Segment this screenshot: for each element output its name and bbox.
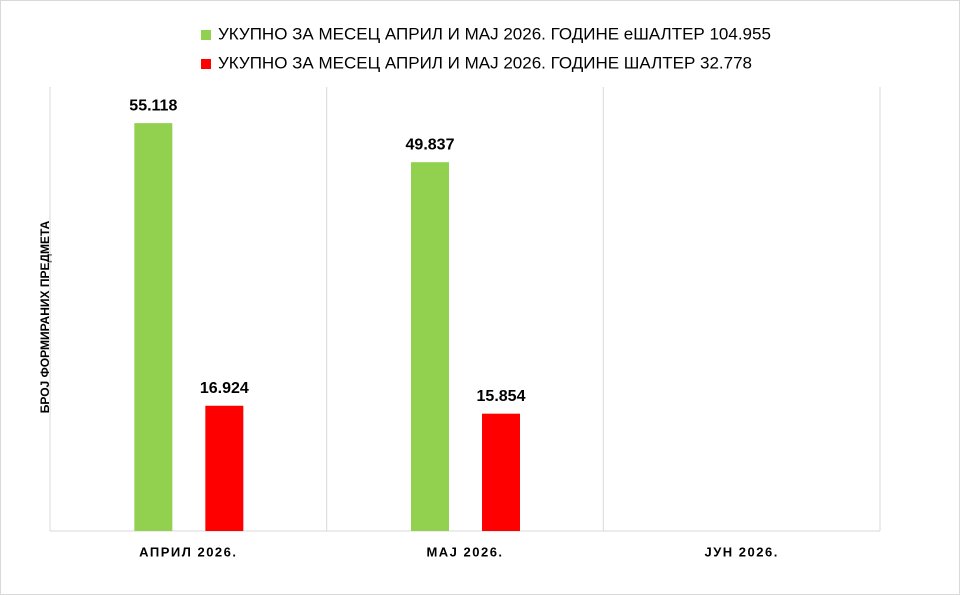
data-label: 16.924 xyxy=(200,380,249,397)
bar xyxy=(134,123,173,531)
data-label: 15.854 xyxy=(477,388,526,405)
legend-swatch xyxy=(201,30,211,40)
bar xyxy=(411,162,449,531)
y-axis-title: БРОЈ ФОРМИРАНИХ ПРЕДМЕТА xyxy=(38,220,52,413)
bar xyxy=(482,413,520,531)
x-tick-label: МАЈ 2026. xyxy=(426,544,503,559)
data-label: 49.837 xyxy=(406,136,455,153)
x-tick-label: АПРИЛ 2026. xyxy=(139,544,237,559)
data-label: 55.118 xyxy=(129,97,177,114)
x-tick-label: ЈУН 2026. xyxy=(704,544,778,559)
legend-label: УКУПНО ЗА МЕСЕЦ АПРИЛ И МАЈ 2026. ГОДИНЕ… xyxy=(218,53,752,72)
bar xyxy=(205,405,244,531)
legend-swatch xyxy=(201,59,211,69)
legend-label: УКУПНО ЗА МЕСЕЦ АПРИЛ И МАЈ 2026. ГОДИНЕ… xyxy=(218,24,771,43)
